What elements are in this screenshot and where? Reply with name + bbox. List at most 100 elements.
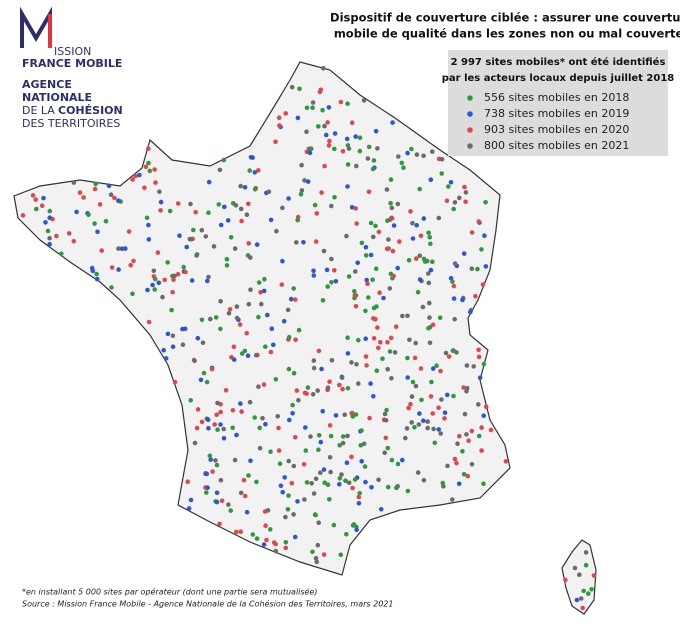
site-dot — [320, 408, 326, 414]
site-dot — [355, 260, 361, 266]
site-dot — [332, 131, 338, 136]
site-dot — [349, 120, 355, 125]
site-dot — [436, 215, 442, 221]
site-dot — [308, 434, 313, 439]
site-dot — [262, 276, 267, 282]
site-dot — [81, 195, 86, 200]
site-dot — [289, 480, 295, 486]
site-dot — [206, 179, 212, 185]
site-dot — [293, 435, 298, 440]
site-dot — [374, 304, 379, 309]
site-dot — [237, 322, 243, 327]
site-dot — [361, 98, 367, 103]
site-dot — [250, 155, 255, 160]
site-dot — [483, 200, 488, 205]
site-dot — [261, 542, 267, 547]
site-dot — [188, 398, 193, 403]
site-dot — [238, 401, 243, 406]
site-dot — [158, 208, 163, 213]
site-dot — [150, 282, 155, 288]
site-dot — [430, 411, 436, 416]
site-dot — [47, 208, 53, 214]
site-dot — [209, 366, 215, 372]
site-dot — [268, 217, 274, 223]
site-dot — [422, 259, 428, 264]
site-dot — [305, 385, 311, 390]
site-dot — [353, 304, 359, 309]
site-dot — [356, 501, 362, 506]
site-dot — [481, 361, 487, 367]
site-dot — [452, 316, 458, 322]
site-dot — [477, 375, 483, 381]
site-dot — [305, 179, 311, 184]
site-dot — [295, 115, 301, 121]
site-dot — [342, 412, 348, 418]
site-dot — [476, 219, 482, 224]
site-dot — [286, 334, 292, 340]
site-dot — [483, 264, 489, 269]
site-dot — [275, 414, 281, 419]
site-dot — [205, 278, 210, 284]
site-dot — [359, 428, 364, 433]
site-dot — [295, 499, 300, 504]
site-dot — [404, 426, 410, 431]
site-dot — [439, 157, 445, 162]
site-dot — [354, 221, 360, 226]
site-dot — [414, 152, 420, 157]
site-dot — [147, 168, 153, 174]
site-dot — [421, 478, 427, 483]
site-dot — [170, 333, 176, 339]
site-dot — [450, 348, 456, 354]
site-dot — [345, 351, 351, 356]
site-dot — [252, 187, 258, 192]
site-dot — [417, 253, 423, 258]
site-dot — [430, 322, 436, 328]
site-dot — [285, 307, 291, 313]
site-dot — [416, 422, 422, 427]
legend-dot — [467, 143, 473, 149]
site-dot — [352, 289, 357, 294]
legend-heading: par les acteurs locaux depuis juillet 20… — [442, 73, 675, 84]
site-dot — [71, 238, 77, 244]
site-dot — [247, 168, 252, 173]
site-dot — [345, 184, 350, 189]
site-dot — [276, 115, 282, 120]
site-dot — [357, 148, 363, 154]
site-dot — [248, 287, 253, 293]
site-dot — [385, 367, 391, 372]
site-dot — [357, 135, 363, 140]
site-dot — [194, 253, 199, 258]
site-dot — [401, 165, 406, 170]
site-dot — [581, 588, 586, 594]
site-dot — [426, 280, 432, 286]
site-dot — [232, 457, 238, 463]
site-dot — [350, 414, 356, 419]
site-dot — [269, 326, 275, 332]
site-dot — [445, 392, 450, 398]
site-dot — [414, 223, 420, 228]
site-dot — [373, 223, 378, 229]
site-dot — [158, 199, 164, 205]
site-dot — [207, 453, 213, 459]
site-dot — [466, 438, 471, 444]
site-dot — [427, 315, 432, 320]
site-dot — [156, 280, 162, 286]
site-dot — [302, 178, 307, 183]
site-dot — [363, 253, 369, 258]
footnote: Source : Mission France Mobile - Agence … — [22, 599, 393, 609]
site-dot — [224, 263, 230, 268]
site-dot — [321, 552, 327, 557]
site-dot — [428, 177, 434, 182]
site-dot — [452, 456, 458, 462]
site-dot — [306, 146, 312, 152]
site-dot — [242, 185, 248, 190]
site-dot — [451, 206, 457, 212]
site-dot — [239, 409, 244, 414]
site-dot — [583, 562, 589, 568]
site-dot — [260, 416, 265, 421]
site-dot — [304, 480, 310, 485]
site-dot — [344, 136, 350, 142]
site-dot — [291, 370, 297, 376]
site-dot — [309, 481, 315, 486]
